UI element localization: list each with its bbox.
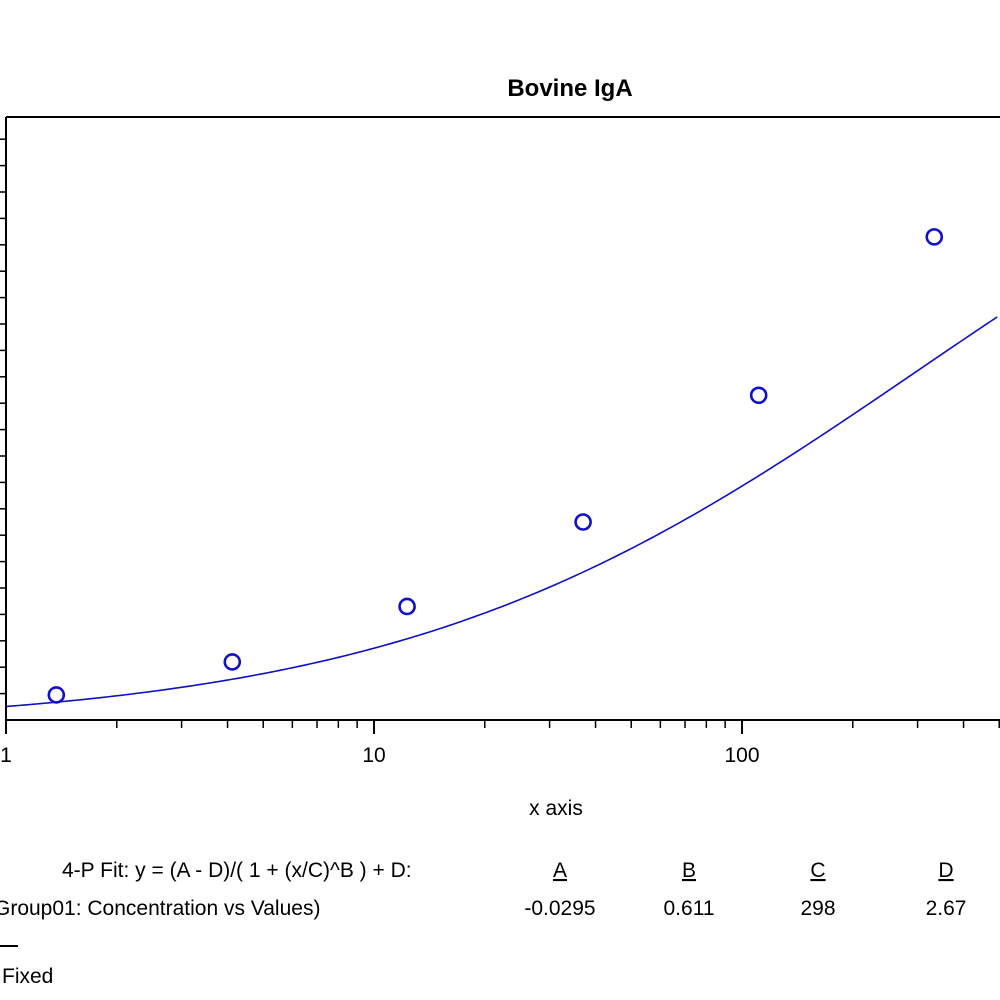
x-axis-label: x axis	[529, 797, 583, 820]
fixed-label: Fixed	[2, 965, 53, 988]
group-label: Group01: Concentration vs Values)	[0, 897, 320, 920]
param-header-a: A	[553, 859, 567, 882]
data-point	[749, 386, 768, 405]
x-ticks	[5, 720, 1000, 734]
fit-curve	[5, 316, 998, 708]
data-point	[223, 653, 242, 671]
param-header-b: B	[682, 859, 696, 882]
x-tick-label: 10	[362, 744, 385, 767]
param-header-c: C	[810, 859, 825, 882]
data-point	[398, 597, 416, 616]
x-tick-labels: 1 10 100	[0, 744, 759, 767]
param-header-d: D	[938, 859, 953, 882]
data-point	[47, 686, 66, 704]
param-value-c: 298	[800, 897, 835, 920]
x-tick-label: 100	[724, 744, 759, 767]
param-value-b: 0.611	[664, 897, 715, 920]
data-point	[925, 228, 944, 246]
fit-equation-label: 4-P Fit: y = (A - D)/( 1 + (x/C)^B ) + D…	[62, 859, 412, 882]
data-point	[574, 513, 592, 531]
param-value-a: -0.0295	[524, 897, 595, 920]
chart-title: Bovine IgA	[507, 75, 632, 102]
param-value-d: 2.67	[926, 897, 967, 920]
axes	[5, 116, 1000, 721]
x-tick-label: 1	[0, 744, 12, 767]
fit-legend: 4-P Fit: y = (A - D)/( 1 + (x/C)^B ) + D…	[0, 859, 966, 988]
data-points	[47, 228, 944, 704]
y-ticks	[0, 138, 6, 695]
